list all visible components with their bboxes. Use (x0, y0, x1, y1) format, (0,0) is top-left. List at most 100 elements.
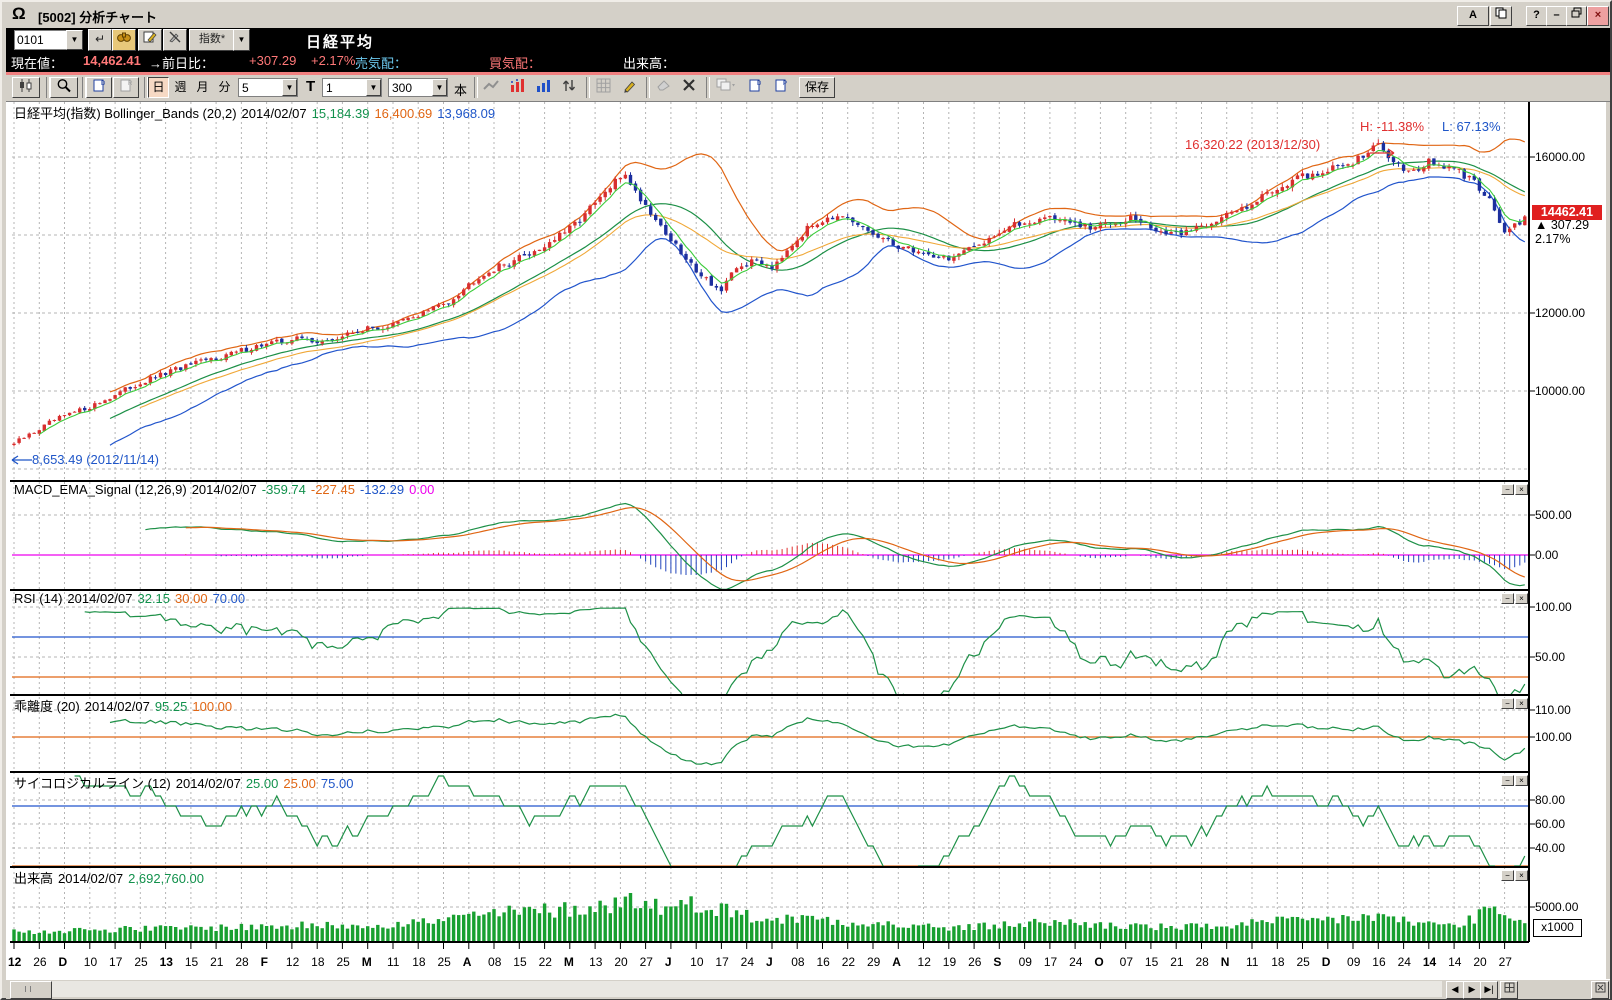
page-restore-button[interactable]: R (113, 77, 139, 98)
grid-settings-button[interactable] (591, 77, 615, 98)
pencil-icon (623, 81, 635, 93)
symbol-code-input[interactable] (14, 30, 68, 50)
close-button[interactable]: × (1587, 6, 1609, 26)
scroll-right-button[interactable]: ▶ (1463, 981, 1481, 999)
candlestick-tool-button[interactable] (12, 77, 40, 98)
font-button[interactable]: A (1457, 6, 1489, 26)
zoom-tool-button[interactable] (50, 77, 78, 98)
svg-text:P: P (783, 81, 787, 87)
trough-annotation: 8,653.49 (2012/11/14) (32, 452, 159, 467)
new-page-button[interactable]: D (86, 77, 112, 98)
chart-plot[interactable] (2, 102, 1612, 979)
x-axis-label: 25 (437, 955, 451, 969)
t-interval-select[interactable]: 1 ▼ (322, 78, 382, 97)
grid-small-icon (1504, 982, 1514, 993)
category-select[interactable]: 指数* (189, 29, 235, 51)
bar-chart-red-button[interactable] (505, 77, 529, 98)
psy-axis-40: 40.00 (1535, 841, 1566, 855)
eraser-button[interactable] (651, 77, 675, 98)
psy-minimize-button[interactable]: − (1501, 775, 1514, 786)
scroll-end-button[interactable]: ▶| (1480, 981, 1498, 999)
enter-icon: ↵ (94, 32, 106, 46)
close-panel-button[interactable] (1591, 981, 1609, 999)
delete-drawings-button[interactable] (677, 77, 701, 98)
apply-symbol-button[interactable]: ↵ (88, 29, 112, 51)
kairi-minimize-button[interactable]: − (1501, 698, 1514, 709)
eraser-icon (657, 80, 670, 91)
category-dropdown-arrow[interactable]: ▼ (233, 29, 250, 51)
memo-edit-button[interactable] (138, 29, 162, 51)
scroll-left-button[interactable]: ◀ (1446, 981, 1464, 999)
layout-grid-button[interactable] (1500, 981, 1518, 999)
psy-close-button[interactable]: × (1515, 775, 1528, 786)
x-axis-label: 14 (1448, 955, 1462, 969)
minute-interval-select[interactable]: 5 ▼ (238, 78, 298, 97)
x-axis-label: 19 (942, 955, 957, 969)
rsi-close-button[interactable]: × (1515, 593, 1528, 604)
instrument-name: 日経平均 (306, 34, 375, 51)
chart-toolbar: D R 日 週 月 分 5 ▼ T 1 ▼ 300 ▼ 本 (6, 75, 1610, 102)
x-axis-label: 18 (311, 955, 325, 969)
line-chart-type-button[interactable] (479, 77, 503, 98)
symbol-search-button[interactable] (112, 29, 136, 51)
copy-chart-button[interactable]: D (743, 77, 767, 98)
kairi-close-button[interactable]: × (1515, 698, 1528, 709)
x-axis-label: A (892, 955, 901, 969)
macd-minimize-button[interactable]: − (1501, 484, 1514, 495)
bar-count-select[interactable]: 300 ▼ (388, 78, 448, 97)
volume-close-button[interactable]: × (1515, 870, 1528, 881)
volume-unit-label: x1000 (1533, 919, 1582, 937)
draw-clear-button[interactable] (163, 29, 187, 51)
volume-minimize-button[interactable]: − (1501, 870, 1514, 881)
symbol-dropdown-arrow[interactable]: ▼ (66, 30, 83, 50)
period-minute-button[interactable]: 分 (218, 80, 231, 94)
macd-close-button[interactable]: × (1515, 484, 1528, 495)
x-axis-label: 24 (740, 955, 755, 969)
copy-window-button[interactable] (1490, 6, 1512, 26)
x-axis-label: 22 (538, 955, 552, 969)
psy-panel-series (12, 775, 1529, 866)
save-button[interactable]: 保存 (799, 77, 835, 98)
panel-borders (10, 102, 1535, 949)
volume-legend: 出来高 2014/02/07 2,692,760.00 (14, 871, 204, 886)
kairi-panel-controls: − × (1501, 698, 1531, 710)
help-button[interactable]: ? (1526, 6, 1547, 26)
minimize-button[interactable]: – (1546, 6, 1567, 26)
restore-icon (1571, 7, 1582, 18)
psy-panel-controls: − × (1501, 775, 1531, 787)
x-axis-label: 29 (867, 955, 881, 969)
binoculars-icon (117, 32, 131, 42)
up-down-arrows-icon (562, 80, 576, 91)
restore-button[interactable] (1566, 6, 1587, 26)
x-axis-label: 09 (1347, 955, 1361, 969)
page-r-icon: R (120, 79, 133, 92)
paste-chart-button[interactable]: P (769, 77, 793, 98)
h-scrollbar-thumb[interactable] (10, 981, 52, 999)
period-month-button[interactable]: 月 (196, 80, 209, 94)
window-layout-button[interactable] (711, 77, 741, 98)
x-axis-label: 24 (1069, 955, 1083, 969)
pen-slash-icon (169, 31, 181, 43)
period-week-button[interactable]: 週 (174, 80, 187, 94)
bar-chart-blue-button[interactable] (531, 77, 555, 98)
x-axis-label: 13 (589, 955, 603, 969)
h-scrollbar-track[interactable] (52, 981, 1442, 997)
draw-pencil-button[interactable] (617, 77, 641, 98)
magnifier-icon (57, 79, 71, 93)
svg-text:D: D (101, 81, 106, 87)
x-axis-label: J (765, 955, 773, 969)
x-axis-label: 11 (1245, 955, 1259, 969)
x-axis-label: 18 (412, 955, 426, 969)
rsi-minimize-button[interactable]: − (1501, 593, 1514, 604)
change-pct-value: +2.17% (311, 53, 356, 68)
x-axis-label: D (1321, 955, 1331, 969)
peak-arrow (1370, 148, 1395, 158)
period-day-button[interactable]: 日 (148, 77, 169, 98)
sort-arrows-button[interactable] (557, 77, 581, 98)
volume-panel-controls: − × (1501, 870, 1531, 882)
page-d-icon: D (93, 79, 106, 92)
x-axis-label: J (664, 955, 672, 969)
psy-legend: サイコロジカルライン (12) 2014/02/07 25.00 25.00 75.00 (14, 776, 354, 791)
copy-icon (1495, 7, 1507, 19)
